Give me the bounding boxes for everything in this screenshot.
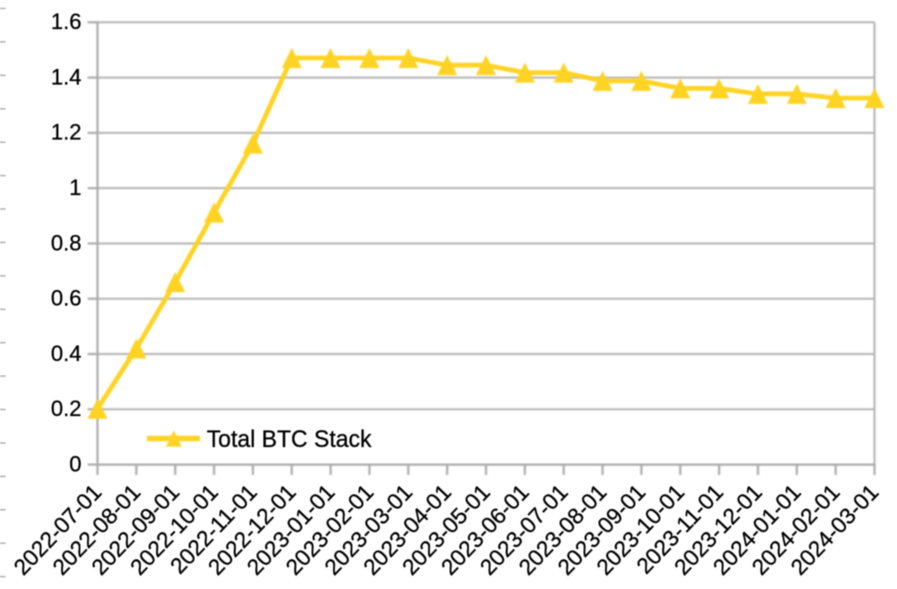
svg-text:1: 1 [69, 175, 81, 200]
svg-text:1.4: 1.4 [51, 64, 82, 89]
svg-text:1.2: 1.2 [51, 120, 82, 145]
svg-text:1.6: 1.6 [51, 9, 82, 34]
svg-text:0.4: 0.4 [51, 341, 82, 366]
svg-text:0.2: 0.2 [51, 396, 82, 421]
svg-text:0: 0 [69, 451, 81, 476]
svg-text:Total BTC Stack: Total BTC Stack [207, 426, 372, 453]
svg-text:0.8: 0.8 [51, 230, 82, 255]
svg-text:0.6: 0.6 [51, 286, 82, 311]
